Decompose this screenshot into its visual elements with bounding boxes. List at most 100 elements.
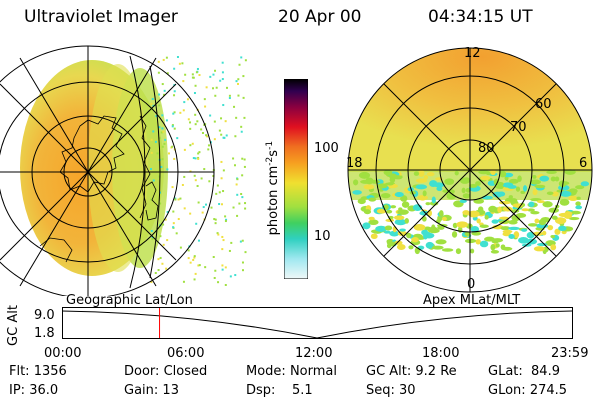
speckle — [239, 240, 242, 243]
speckle — [243, 165, 246, 168]
speckle — [388, 241, 397, 247]
speckle — [207, 144, 210, 147]
speckle — [527, 223, 538, 227]
speckle — [542, 230, 547, 236]
colorbar-unit-s: s — [266, 149, 282, 157]
speckle — [508, 195, 513, 199]
speckle — [203, 98, 206, 101]
speckle — [383, 230, 391, 234]
speckle — [554, 228, 561, 235]
speckle — [192, 157, 195, 160]
speckle — [193, 255, 196, 258]
speckle — [232, 157, 235, 160]
speckle — [508, 226, 520, 231]
speckle — [546, 170, 557, 175]
speckle — [370, 233, 378, 240]
status-gain: Gain: 13 — [124, 383, 179, 398]
speckle — [207, 148, 210, 151]
speckle — [173, 157, 176, 160]
colorbar-unit-exp2: -1 — [264, 140, 275, 150]
speckle — [176, 56, 179, 59]
speckle — [488, 205, 497, 213]
speckle — [191, 76, 194, 79]
status-dsp: Dsp: 5.1 — [246, 383, 313, 398]
speckle — [230, 241, 233, 244]
speckle — [233, 164, 236, 167]
speckle — [352, 190, 362, 195]
speckle — [221, 71, 224, 74]
speckle — [501, 246, 513, 251]
colorbar-unit-exp1: -2 — [264, 156, 275, 166]
speckle — [200, 177, 203, 180]
altitude-curve — [62, 310, 573, 339]
speckle — [470, 225, 480, 233]
speckle — [241, 196, 244, 199]
speckle — [220, 133, 223, 136]
speckle — [529, 179, 542, 185]
xtick-0600: 06:00 — [167, 346, 205, 361]
speckle — [473, 198, 485, 204]
speckle — [194, 84, 197, 87]
speckle — [191, 73, 194, 76]
speckle — [431, 196, 436, 204]
speckle — [204, 105, 207, 108]
speckle — [244, 59, 247, 62]
speckle — [164, 218, 167, 221]
speckle — [240, 130, 243, 133]
speckle — [554, 176, 560, 182]
speckle — [236, 193, 239, 196]
speckle — [526, 231, 535, 239]
speckle — [375, 225, 387, 232]
speckle — [161, 262, 164, 265]
speckle — [554, 217, 567, 225]
speckle — [222, 169, 225, 172]
speckle — [547, 224, 554, 231]
speckle — [152, 179, 155, 182]
speckle — [502, 182, 514, 188]
speckle — [575, 205, 583, 210]
speckle — [157, 269, 160, 272]
speckle — [452, 222, 458, 229]
speckle — [386, 182, 394, 186]
colorbar — [284, 79, 308, 279]
speckle — [202, 206, 205, 209]
speckle — [158, 137, 161, 140]
altitude-ylabel: GC Alt — [5, 305, 21, 346]
speckle — [189, 127, 192, 130]
speckle — [171, 124, 174, 127]
gain-label: Gain: — [124, 383, 159, 398]
speckle — [158, 126, 161, 129]
speckle — [157, 258, 160, 261]
speckle — [492, 238, 504, 243]
speckle — [221, 268, 224, 271]
speckle — [499, 201, 511, 205]
speckle — [150, 151, 153, 154]
speckle — [162, 130, 165, 133]
speckle — [491, 219, 499, 224]
speckle — [235, 80, 238, 83]
status-door: Door: Closed — [124, 364, 207, 379]
speckle — [213, 138, 216, 141]
glon-label: GLon: — [488, 383, 526, 398]
speckle — [158, 104, 161, 107]
speckle — [201, 131, 204, 134]
speckle — [428, 226, 438, 232]
speckle — [542, 201, 553, 208]
speckle — [216, 232, 219, 235]
speckle — [191, 142, 194, 145]
mlt-label-0: 0 — [467, 277, 476, 292]
speckle — [200, 128, 203, 131]
speckle — [383, 204, 389, 210]
speckle — [208, 180, 211, 183]
status-mode: Mode: Normal — [246, 364, 337, 379]
gcalt-label: GC Alt: — [366, 364, 412, 379]
speckle — [502, 229, 513, 234]
speckle — [220, 117, 223, 120]
speckle — [400, 195, 408, 202]
speckle — [408, 245, 414, 250]
speckle — [154, 140, 157, 143]
speckle — [171, 125, 174, 128]
glat-value: 84.9 — [531, 364, 560, 379]
speckle — [224, 120, 227, 123]
speckle — [161, 145, 164, 148]
